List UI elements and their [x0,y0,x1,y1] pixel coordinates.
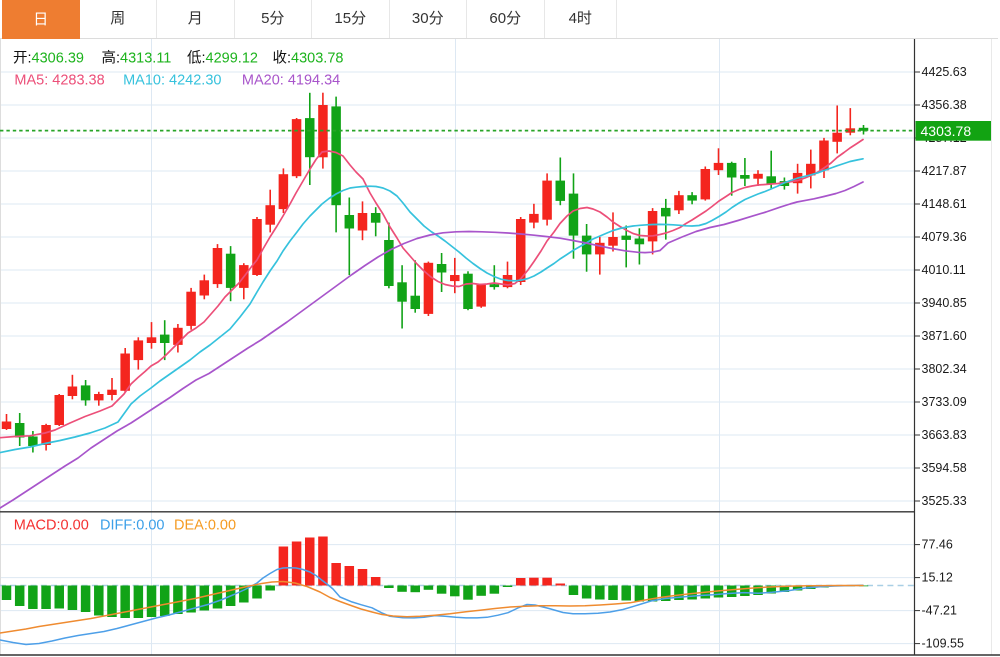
svg-text:MACD:0.00: MACD:0.00 [14,518,89,534]
svg-text:开:4306.39: 开:4306.39 [13,50,84,66]
svg-text:4217.87: 4217.87 [922,164,967,178]
svg-text:4148.61: 4148.61 [922,197,967,211]
svg-text:3733.09: 3733.09 [922,395,967,409]
svg-text:4425.63: 4425.63 [922,65,967,79]
svg-text:4079.36: 4079.36 [922,230,967,244]
svg-text:4010.11: 4010.11 [922,263,966,277]
svg-text:DIFF:0.00: DIFF:0.00 [100,518,164,534]
svg-text:低:4299.12: 低:4299.12 [187,49,258,66]
svg-text:3871.60: 3871.60 [922,329,967,343]
svg-text:3802.34: 3802.34 [922,362,967,376]
svg-text:4356.38: 4356.38 [922,98,967,112]
svg-text:3663.83: 3663.83 [922,428,967,442]
svg-text:DEA:0.00: DEA:0.00 [174,518,236,534]
svg-text:77.46: 77.46 [922,538,953,552]
svg-text:3940.85: 3940.85 [922,296,967,310]
svg-text:4303.78: 4303.78 [921,123,972,139]
svg-text:15.12: 15.12 [922,571,953,585]
svg-text:MA5: 4283.38: MA5: 4283.38 [14,72,104,88]
svg-text:3594.58: 3594.58 [922,461,967,475]
svg-text:MA10: 4242.30: MA10: 4242.30 [123,72,221,88]
svg-text:-47.21: -47.21 [922,604,957,618]
svg-text:高:4313.11: 高:4313.11 [102,49,172,66]
svg-text:-109.55: -109.55 [922,637,964,651]
svg-text:3525.33: 3525.33 [922,494,967,508]
svg-text:MA20: 4194.34: MA20: 4194.34 [242,72,340,88]
svg-text:收:4303.78: 收:4303.78 [273,49,344,66]
